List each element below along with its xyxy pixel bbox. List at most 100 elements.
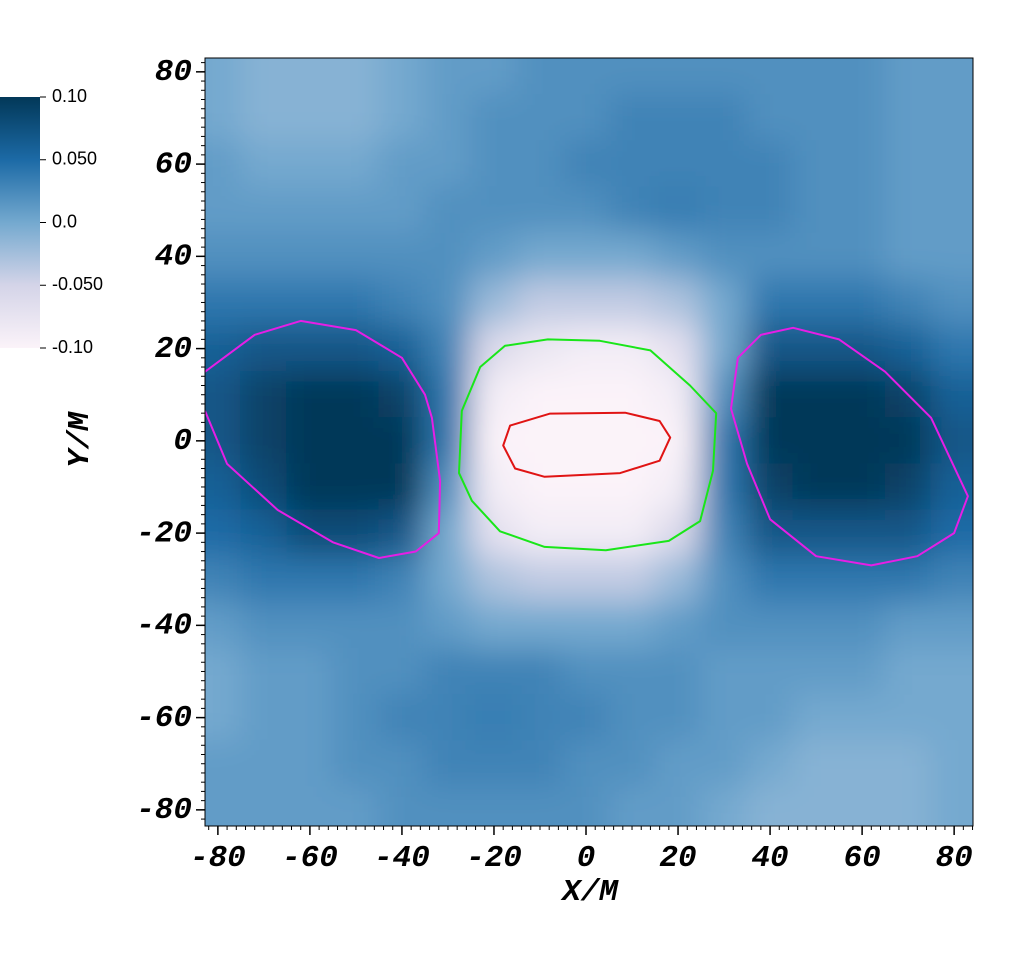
field-cell [286, 463, 334, 511]
field-cell [746, 94, 794, 142]
field-cell [838, 325, 886, 373]
field-cell [608, 371, 656, 419]
field-cell [332, 647, 380, 696]
field-cell [792, 232, 840, 280]
field-cell [654, 186, 702, 234]
field-cell [792, 555, 840, 603]
field-cell [470, 463, 518, 511]
field-cell [654, 463, 702, 511]
field-cell [608, 647, 656, 696]
field-cell [378, 555, 426, 603]
field-cell [608, 94, 656, 142]
field-cell [654, 647, 702, 696]
field-cell [286, 58, 334, 96]
field-cell [884, 509, 932, 557]
field-cell [516, 555, 564, 603]
field-cell [286, 555, 334, 603]
field-cell [332, 786, 380, 826]
field-cell [930, 740, 973, 788]
field-cell [654, 509, 702, 557]
field-cell [930, 509, 973, 557]
field-cell [205, 647, 242, 696]
field-cell [240, 371, 288, 419]
field-cell [838, 186, 886, 234]
colorbar-tick-label: 0.10 [52, 86, 87, 106]
field-cell [654, 740, 702, 788]
field-cell [286, 371, 334, 419]
field-cell [930, 94, 973, 142]
field-cell [205, 371, 242, 419]
field-cell [838, 694, 886, 742]
field-cell [746, 786, 794, 826]
field-cell [332, 140, 380, 188]
field-cell [746, 555, 794, 603]
field-cell [516, 740, 564, 788]
field-cell [700, 509, 748, 557]
field-cell [746, 601, 794, 649]
field-cell [562, 463, 610, 511]
field-cell [286, 186, 334, 234]
field-cell [205, 555, 242, 603]
field-cell [205, 58, 242, 96]
contour-line [730, 326, 969, 567]
field-cell [884, 140, 932, 188]
field-cell [205, 94, 242, 142]
field-cell [700, 463, 748, 511]
field-cell [930, 786, 973, 826]
field-cell [608, 140, 656, 188]
field-cell [378, 140, 426, 188]
field-cell [470, 601, 518, 649]
field-cell [608, 786, 656, 826]
field-cell [884, 647, 932, 696]
field-cell [240, 58, 288, 96]
field-cell [608, 232, 656, 280]
field-cell [700, 786, 748, 826]
field-cell [930, 463, 973, 511]
x-tick-label: -60 [282, 841, 338, 876]
field-cell [205, 694, 242, 742]
field-cell [562, 647, 610, 696]
field-cell [700, 647, 748, 696]
field-cell [700, 601, 748, 649]
x-tick-label: 40 [751, 841, 788, 876]
field-cell [378, 417, 426, 465]
colorbar-tick-label: 0.0 [52, 211, 77, 231]
field-cell [516, 94, 564, 142]
x-axis-label: X/M [560, 875, 619, 910]
field-cell [205, 509, 242, 557]
field-cell [332, 278, 380, 327]
field-cell [470, 647, 518, 696]
field-cell [884, 232, 932, 280]
field-cell [654, 325, 702, 373]
field-cell [516, 325, 564, 373]
field-cell [424, 371, 472, 419]
field-cell [792, 58, 840, 96]
field-cell [884, 325, 932, 373]
field-cell [654, 140, 702, 188]
field-cell [516, 647, 564, 696]
field-cell [930, 140, 973, 188]
field-cell [838, 58, 886, 96]
field-cell [424, 232, 472, 280]
field-cell [746, 463, 794, 511]
field-cell [884, 463, 932, 511]
field-cell [424, 786, 472, 826]
field-cell [424, 186, 472, 234]
field-cell [792, 601, 840, 649]
contours [205, 319, 969, 567]
field-cell [516, 140, 564, 188]
field-cell [332, 371, 380, 419]
field-cell [470, 740, 518, 788]
field-cell [470, 232, 518, 280]
field-cell [516, 58, 564, 96]
field-cell [205, 740, 242, 788]
field-cell [470, 278, 518, 327]
field-cell [700, 232, 748, 280]
field-cell [884, 94, 932, 142]
field-cell [378, 647, 426, 696]
field-cell [792, 94, 840, 142]
field-cell [746, 647, 794, 696]
field-cell [332, 232, 380, 280]
field-cell [470, 555, 518, 603]
field-cell [470, 786, 518, 826]
